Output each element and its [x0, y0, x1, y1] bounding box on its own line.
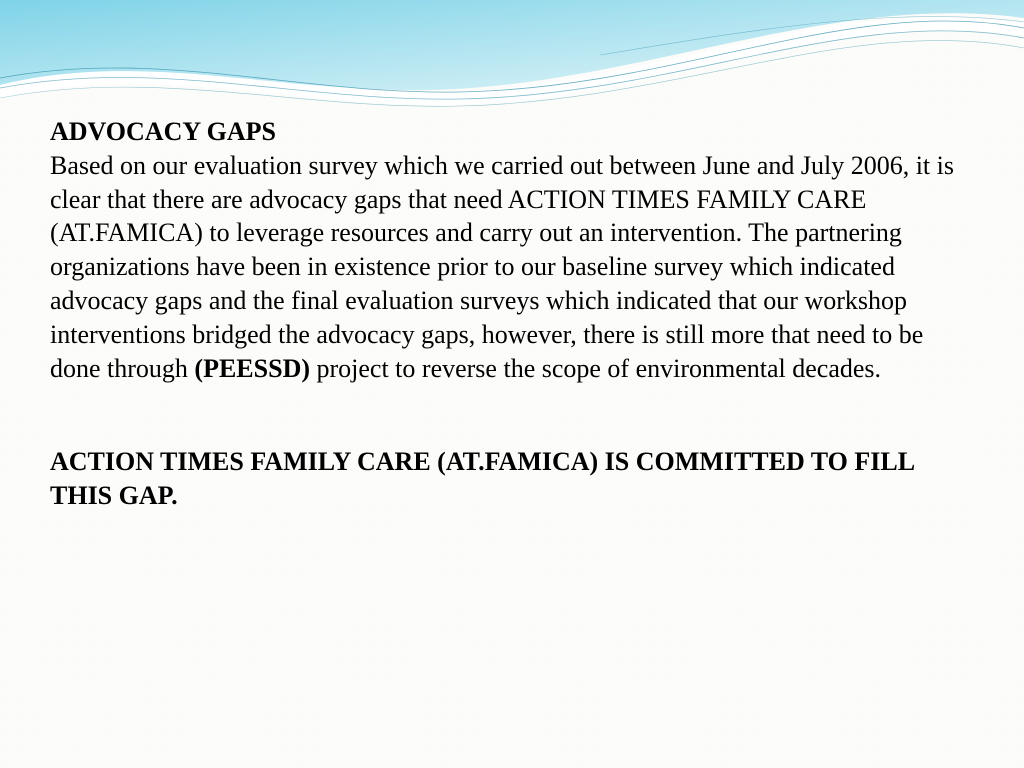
paragraph-bold: (PEESSD) [194, 354, 310, 383]
slide-title: ADVOCACY GAPS [50, 115, 974, 149]
paragraph-pre: Based on our evaluation survey which we … [50, 151, 954, 383]
slide-body: Based on our evaluation survey which we … [50, 149, 974, 386]
commitment-statement: ACTION TIMES FAMILY CARE (AT.FAMICA) IS … [50, 445, 974, 513]
slide-content: ADVOCACY GAPS Based on our evaluation su… [50, 115, 974, 513]
wave-svg [0, 0, 1024, 130]
header-wave-decoration [0, 0, 1024, 120]
paragraph-post: project to reverse the scope of environm… [310, 354, 881, 383]
